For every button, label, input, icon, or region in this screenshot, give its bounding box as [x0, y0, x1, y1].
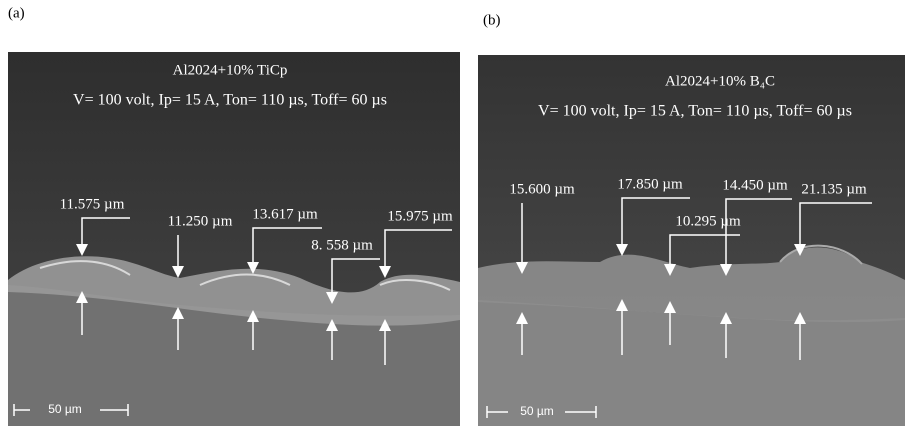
panel-title: Al2024+10% B₄C — [665, 73, 775, 89]
panel-title: Al2024+10% TiCp — [173, 62, 288, 78]
scale-bar-label: 50 µm — [520, 404, 554, 418]
measurement: 13.617 µm — [252, 206, 318, 222]
measurement: 14.450 µm — [722, 177, 788, 193]
measurement: 11.575 µm — [60, 196, 125, 212]
figure: (a) Al2024+10% TiCp V= 100 volt, Ip= 15 … — [0, 0, 911, 426]
measurement: 8. 558 µm — [311, 237, 373, 253]
panel-label: (b) — [483, 12, 501, 28]
measurement: 15.600 µm — [509, 181, 575, 197]
measurement: 21.135 µm — [801, 181, 867, 197]
measurement: 15.975 µm — [387, 208, 453, 224]
scale-bar-label: 50 µm — [48, 402, 82, 416]
parameters: V= 100 volt, Ip= 15 A, Ton= 110 µs, Toff… — [73, 92, 387, 109]
measurement: 10.295 µm — [675, 213, 741, 229]
measurement: 17.850 µm — [617, 176, 683, 192]
panel-label: (a) — [8, 5, 25, 21]
measurement: 11.250 µm — [168, 213, 233, 229]
parameters: V= 100 volt, Ip= 15 A, Ton= 110 µs, Toff… — [538, 103, 852, 120]
